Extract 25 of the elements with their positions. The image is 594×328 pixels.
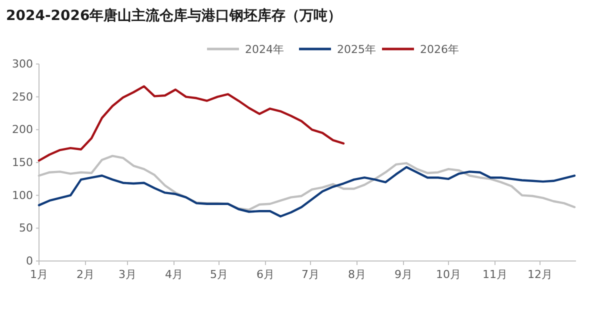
x-tick-label: 11月 (482, 268, 508, 281)
y-tick-label: 150 (12, 156, 33, 169)
chart-title: 2024-2026年唐山主流仓库与港口钢坯库存（万吨） (6, 7, 342, 24)
legend-label: 2024年 (245, 43, 284, 56)
x-tick-label: 3月 (118, 268, 136, 281)
x-tick-label: 5月 (210, 268, 228, 281)
line-series (38, 166, 576, 218)
x-tick-label: 12月 (528, 268, 552, 281)
y-tick-label: 100 (12, 188, 33, 202)
y-tick-label: 250 (12, 90, 33, 104)
x-tick-label: 9月 (394, 268, 412, 281)
legend-label: 2025年 (337, 43, 376, 56)
y-tick-label: 0 (26, 254, 33, 268)
y-tick-label: 50 (19, 222, 33, 235)
x-tick-label: 6月 (256, 268, 274, 281)
x-tick-label: 4月 (165, 268, 183, 281)
x-tick-label: 8月 (348, 268, 366, 281)
x-tick-label: 2月 (76, 268, 94, 281)
x-tick-label: 10月 (436, 268, 461, 281)
legend-label: 2026年 (420, 43, 459, 56)
line-series (38, 85, 345, 162)
y-tick-label: 200 (12, 123, 33, 136)
y-tick-label: 300 (12, 58, 33, 70)
x-tick-label: 7月 (302, 268, 320, 281)
x-tick-label: 1月 (30, 268, 48, 281)
